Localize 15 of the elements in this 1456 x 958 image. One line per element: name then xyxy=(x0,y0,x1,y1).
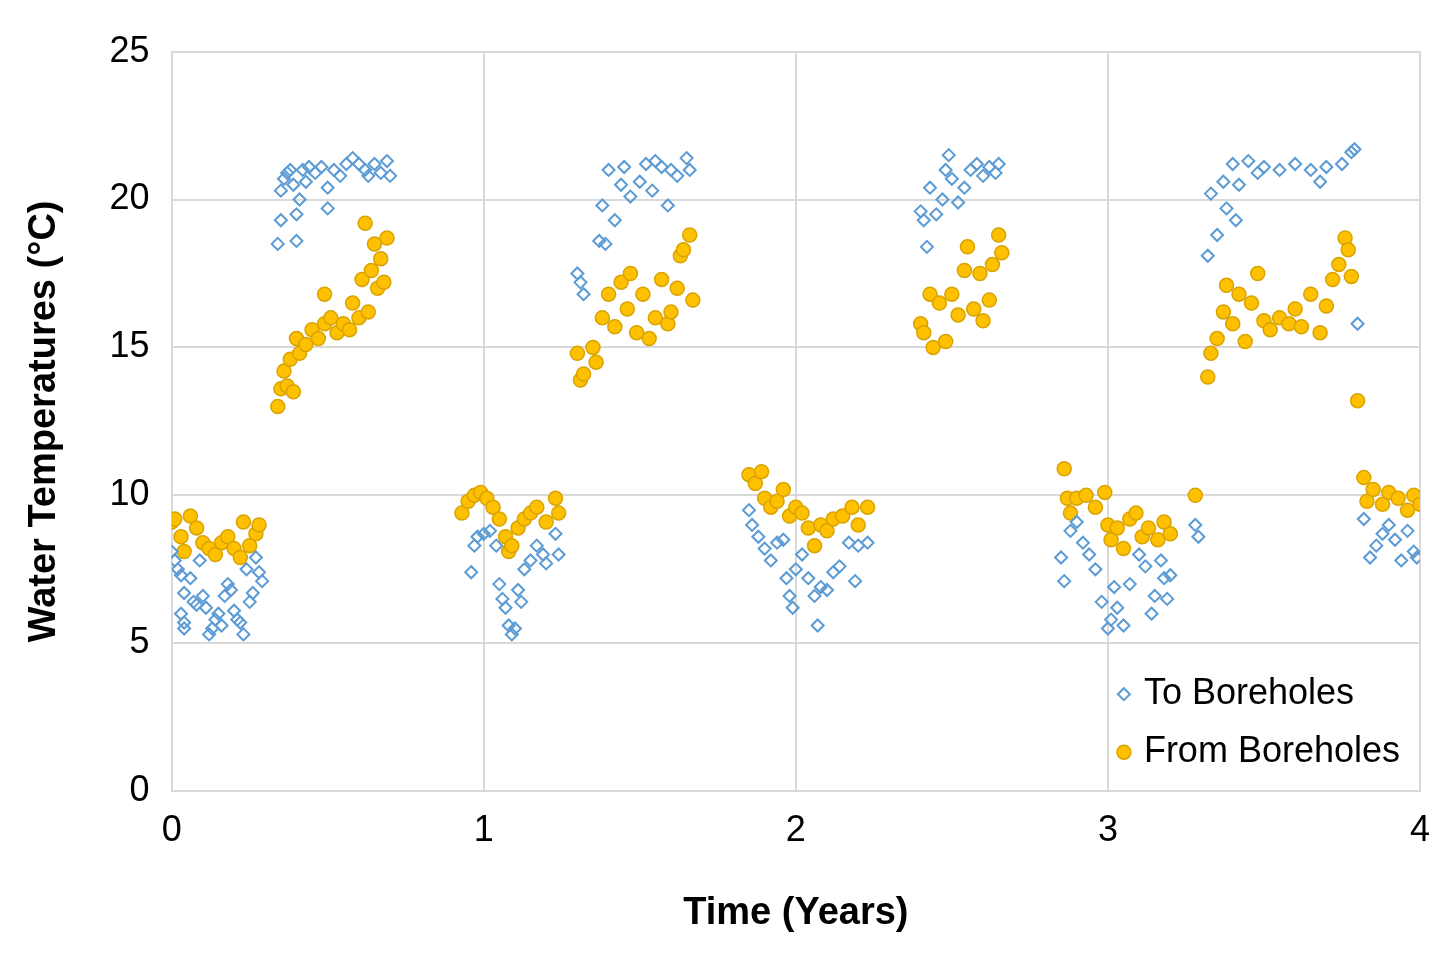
legend-label: To Boreholes xyxy=(1143,671,1355,713)
legend-label: From Boreholes xyxy=(1143,729,1400,771)
y-tick-label: 5 xyxy=(129,620,150,662)
y-tick-label: 20 xyxy=(109,176,150,218)
x-tick-label: 1 xyxy=(473,807,494,849)
x-axis-title: Time (Years) xyxy=(683,889,909,932)
x-tick-label: 2 xyxy=(785,807,806,849)
x-tick-label: 4 xyxy=(1409,807,1430,849)
y-axis-title: Water Temperatures (°C) xyxy=(21,200,64,643)
y-tick-label: 0 xyxy=(129,768,150,810)
x-tick-label: 3 xyxy=(1097,807,1118,849)
y-tick-label: 15 xyxy=(109,324,150,366)
y-tick-label: 10 xyxy=(109,472,150,514)
y-tick-label: 25 xyxy=(109,28,150,70)
x-tick-label: 0 xyxy=(161,807,182,849)
